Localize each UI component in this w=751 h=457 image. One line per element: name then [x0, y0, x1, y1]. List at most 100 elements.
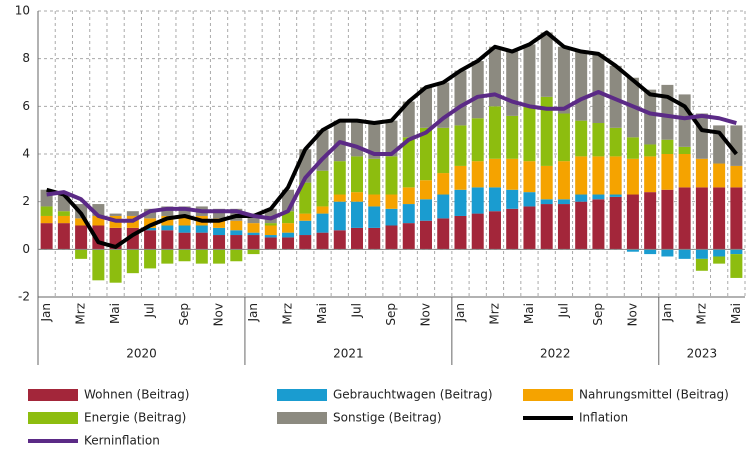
bar-segment [213, 218, 226, 228]
bar-segment [695, 158, 708, 188]
bar-segment [575, 201, 588, 250]
bar-segment [488, 106, 501, 159]
bar-segment [419, 127, 432, 181]
bar-segment [161, 215, 174, 226]
bar-segment [161, 206, 174, 216]
bar-segment [661, 189, 674, 250]
legend-label: Inflation [579, 411, 628, 425]
bar-segment [471, 161, 484, 188]
bar-segment [351, 156, 364, 193]
bar-segment [144, 230, 157, 250]
bar-segment [40, 215, 53, 224]
bar-segment [385, 208, 398, 226]
bar-segment [92, 249, 105, 281]
x-tick-label: Jan [453, 303, 467, 323]
bar-segment [592, 123, 605, 157]
bar-segment [385, 120, 398, 157]
y-tick-label: 10 [15, 4, 30, 18]
bar-segment [144, 227, 157, 231]
bar-segment [471, 61, 484, 119]
bar-segment [523, 161, 536, 193]
bar-segment [299, 182, 312, 214]
bar-segment [213, 249, 226, 264]
bar-segment [368, 158, 381, 195]
bar-segment [419, 199, 432, 221]
x-tick-label: Jul [350, 303, 364, 318]
bar-segment [506, 158, 519, 190]
bar-segment [678, 154, 691, 188]
bar-segment [557, 46, 570, 114]
bar-segment [385, 194, 398, 209]
bar-segment [57, 211, 70, 216]
bar-segment [644, 156, 657, 193]
legend-label: Sonstige (Beitrag) [333, 411, 442, 425]
bar-segment [644, 249, 657, 255]
bar-segment [247, 249, 260, 255]
bar-segment [368, 206, 381, 228]
bar-segment [437, 127, 450, 174]
bar-segment [161, 225, 174, 231]
bar-segment [333, 230, 346, 250]
legend-swatch [28, 389, 78, 401]
bar-segment [661, 249, 674, 257]
y-tick-label: 6 [22, 99, 30, 113]
legend-swatch [277, 412, 327, 424]
bar-segment [454, 165, 467, 190]
bar-segment [695, 249, 708, 259]
bar-segment [282, 223, 295, 233]
bar-segment [264, 235, 277, 238]
bar-segment [506, 115, 519, 159]
bar-segment [419, 87, 432, 128]
x-tick-label: Mai [522, 303, 536, 324]
bar-segment [402, 204, 415, 224]
bar-segment [40, 206, 53, 216]
bar-segment [92, 215, 105, 226]
bar-segment [471, 187, 484, 214]
bar-segment [506, 189, 519, 209]
x-tick-label: Mrz [694, 303, 708, 325]
x-tick-label: Jan [39, 303, 53, 323]
y-tick-label: 2 [22, 194, 30, 208]
bar-segment [678, 146, 691, 154]
year-label: 2023 [687, 347, 718, 361]
bar-segment [75, 218, 88, 226]
bar-segment [247, 232, 260, 236]
bar-segment [626, 194, 639, 250]
bar-segment [178, 232, 191, 250]
bar-segment [247, 235, 260, 250]
bar-segment [437, 218, 450, 250]
bar-segment [402, 101, 415, 138]
year-label: 2021 [333, 347, 364, 361]
x-tick-label: Jan [246, 303, 260, 323]
bar-segment [730, 125, 743, 166]
bar-segment [178, 249, 191, 262]
x-tick-label: Sep [591, 303, 605, 326]
bar-segment [730, 187, 743, 250]
bar-segment [178, 225, 191, 233]
bar-segment [609, 196, 622, 250]
bar-segment [299, 235, 312, 250]
bar-segment [92, 204, 105, 216]
bar-segment [126, 249, 139, 274]
bar-segment [713, 163, 726, 188]
bar-segment [592, 194, 605, 200]
bar-segment [437, 194, 450, 219]
bar-segment [230, 230, 243, 236]
bar-segment [299, 213, 312, 221]
bar-segment [454, 189, 467, 216]
x-tick-label: Jul [556, 303, 570, 318]
bar-segment [454, 70, 467, 126]
legend-swatch [277, 389, 327, 401]
bar-segment [471, 118, 484, 162]
legend-label: Gebrauchtwagen (Beitrag) [333, 388, 493, 402]
bar-segment [316, 206, 329, 214]
line [46, 90, 737, 223]
bar-segment [195, 225, 208, 233]
bar-segment [626, 158, 639, 195]
bar-segment [644, 89, 657, 145]
x-tick-label: Mai [108, 303, 122, 324]
bar-segment [419, 220, 432, 250]
bar-segment [230, 235, 243, 250]
bar-segment [57, 223, 70, 250]
bar-segment [247, 223, 260, 233]
